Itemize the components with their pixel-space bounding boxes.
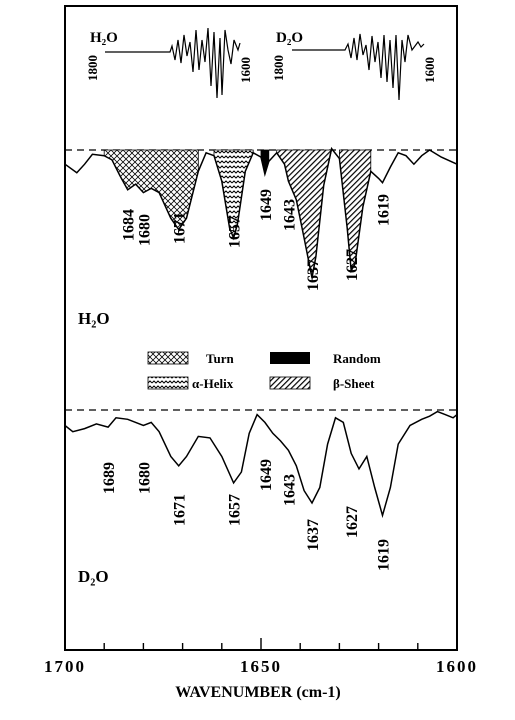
peak-label-h2o-1627: 1627	[344, 249, 361, 281]
legend-label-beta-sheet: β-Sheet	[333, 376, 375, 391]
peak-label-h2o-1649: 1649	[258, 189, 275, 221]
peak-label-d2o-1689: 1689	[101, 462, 118, 494]
x-axis-title: WAVENUMBER (cm-1)	[175, 684, 340, 701]
peak-label-d2o-1671: 1671	[172, 494, 189, 526]
x-tick-label-1700: 1700	[44, 657, 86, 676]
inset-d2o-start-label: 1800	[271, 55, 286, 81]
legend-label-random: Random	[333, 351, 381, 366]
peak-label-d2o-1649: 1649	[258, 459, 275, 491]
peak-label-d2o-1657: 1657	[227, 494, 244, 526]
legend-label-alpha-helix: α-Helix	[192, 376, 234, 391]
x-axis: 1700 1650 1600	[44, 638, 478, 676]
peak-label-h2o-1671: 1671	[172, 212, 189, 244]
x-tick-label-1600: 1600	[436, 657, 478, 676]
peak-label-h2o-1637: 1637	[305, 259, 322, 291]
inset-d2o-label: D₂O	[276, 30, 303, 46]
legend-swatch-beta-sheet	[269, 376, 311, 390]
legend: Turn Random α-Helix β-Sheet	[147, 351, 381, 391]
peak-label-d2o-1619: 1619	[376, 539, 393, 571]
peak-label-d2o-1637: 1637	[305, 519, 322, 551]
inset-h2o-start-label: 1800	[85, 55, 100, 81]
inset-h2o-end-label: 1600	[238, 57, 253, 83]
peak-label-d2o-1680: 1680	[136, 462, 153, 494]
inset-h2o-trace	[105, 27, 241, 99]
panel-h2o-label: H₂O	[78, 309, 110, 328]
inset-h2o-label: H₂O	[90, 30, 118, 46]
panel-d2o-label: D₂O	[78, 567, 109, 586]
legend-swatch-random	[270, 352, 310, 364]
panel-d2o: 1689 1680 1671 1657 1649 1643 1637 1627 1619	[64, 409, 458, 571]
plot-frame	[64, 5, 458, 651]
spectrum-d2o	[64, 410, 458, 519]
inset-h2o: H₂O 1800 1600	[85, 27, 253, 99]
peak-label-d2o-1643: 1643	[281, 474, 298, 506]
legend-swatch-turn	[147, 351, 189, 365]
peak-label-h2o-1684: 1684	[121, 209, 138, 241]
inset-d2o-trace	[292, 33, 425, 101]
inset-d2o: D₂O 1800 1600	[271, 30, 437, 101]
peak-label-h2o-1680: 1680	[136, 214, 153, 246]
peak-label-h2o-1657: 1657	[227, 216, 244, 248]
peak-label-h2o-1643: 1643	[281, 199, 298, 231]
peak-label-d2o-1627: 1627	[344, 506, 361, 538]
spectrum-h2o	[64, 146, 458, 278]
legend-label-turn: Turn	[206, 351, 234, 366]
x-tick-label-1650: 1650	[240, 657, 282, 676]
legend-swatch-alpha-helix	[147, 376, 189, 390]
inset-d2o-end-label: 1600	[422, 57, 437, 83]
peak-label-h2o-1619: 1619	[376, 194, 393, 226]
